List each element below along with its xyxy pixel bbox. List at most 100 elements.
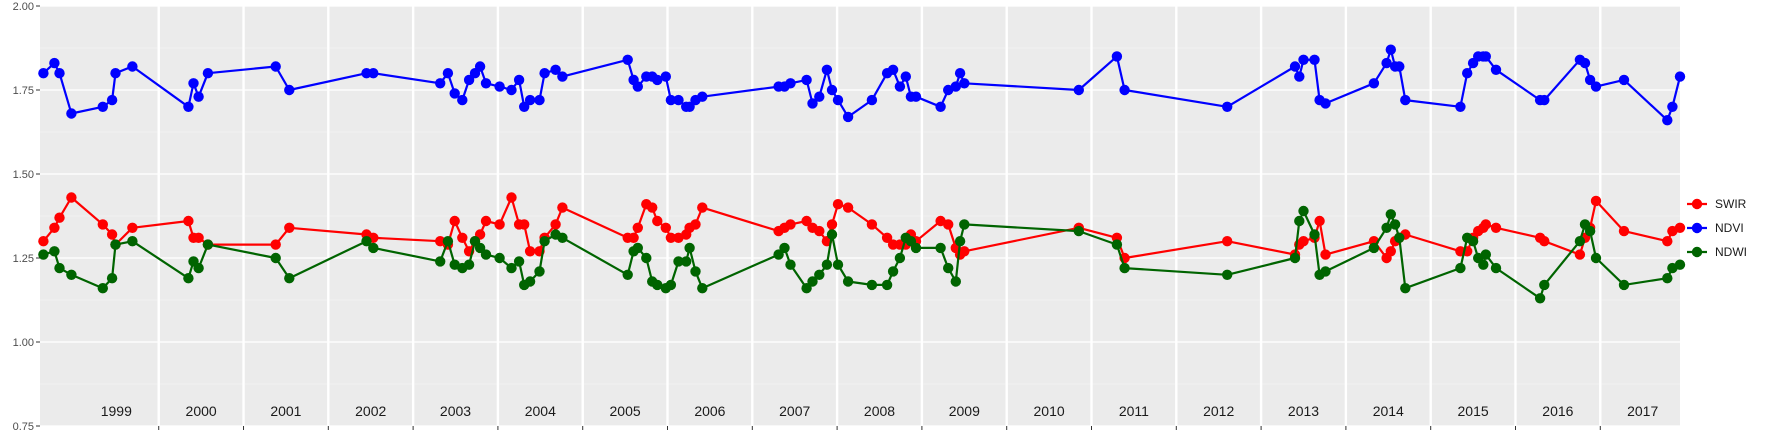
y-tick-label: 1.25 [13, 253, 34, 265]
swir-point [519, 219, 530, 230]
ndwi-point [54, 262, 65, 274]
ndvi-point [449, 88, 460, 99]
ndwi-point [950, 276, 961, 287]
ndwi-point [1381, 222, 1392, 233]
ndvi-point [494, 81, 505, 92]
ndwi-point [474, 242, 486, 254]
ndwi-point [1073, 225, 1085, 237]
legend-key-point [1691, 198, 1703, 210]
ndwi-point [435, 256, 446, 267]
ndvi-point [106, 94, 118, 106]
ndvi-point [652, 74, 663, 86]
ndvi-point [539, 68, 550, 79]
ndwi-point [49, 246, 60, 257]
ndwi-point [773, 249, 784, 260]
ndvi-point [480, 78, 492, 89]
ndwi-point [494, 252, 505, 264]
swir-point [193, 232, 204, 243]
swir-point [826, 219, 838, 230]
ndvi-point [183, 101, 194, 113]
year-label: 2004 [525, 403, 556, 419]
ndvi-point [887, 64, 899, 76]
ndwi-point [935, 242, 946, 254]
ndwi-point [779, 242, 790, 254]
year-label: 2006 [694, 403, 725, 419]
ndwi-point [632, 242, 643, 254]
year-label: 2009 [949, 403, 980, 419]
ndwi-point [38, 249, 49, 260]
ndwi-point [534, 266, 545, 277]
year-label: 2014 [1373, 403, 1404, 419]
ndwi-point [821, 259, 833, 270]
ndwi-point [1111, 239, 1123, 250]
ndvi-point [513, 74, 525, 86]
ndwi-point [97, 283, 109, 294]
ndwi-point [66, 269, 77, 280]
ndvi-point [665, 94, 677, 106]
year-label: 2013 [1288, 403, 1319, 419]
swir-point [1320, 249, 1331, 260]
swir-point [814, 225, 825, 237]
y-tick-label: 2.00 [13, 1, 34, 13]
ndvi-point [935, 101, 946, 113]
swir-point [127, 222, 138, 233]
ndvi-point [1667, 101, 1678, 113]
ndwi-point [1534, 293, 1546, 304]
ndwi-point [1574, 236, 1586, 247]
series-layer [38, 44, 1686, 304]
ndwi-point [690, 266, 701, 277]
ndwi-point [785, 259, 796, 270]
ndwi-point [894, 252, 906, 264]
ndvi-point [1073, 84, 1085, 96]
ndwi-point [127, 236, 138, 247]
ndwi-point [1119, 262, 1130, 274]
swir-point [480, 215, 492, 227]
ndwi-point [1539, 279, 1550, 291]
ndvi-point [842, 111, 854, 123]
ndvi-point [684, 101, 695, 113]
swir-point [801, 215, 812, 227]
ndvi-point [1368, 78, 1380, 89]
swir-point [785, 219, 796, 230]
ndvi-point [622, 54, 633, 65]
year-labels: 1999 2000 2001 2002 2003 2004 2005 2006 2007 2008… [101, 403, 1659, 419]
ndvi-point [202, 68, 214, 79]
ndvi-point [284, 84, 295, 96]
ndvi-point [1662, 115, 1673, 126]
ndwi-point [814, 269, 825, 280]
ndvi-point [1455, 101, 1466, 113]
ndwi-point [807, 276, 818, 287]
legend-label-swir: SWIR [1715, 197, 1747, 211]
ndwi-point [673, 256, 684, 267]
ndwi-point [1467, 236, 1479, 247]
ndvi-point [910, 91, 922, 102]
ndwi-point [193, 262, 204, 274]
swir-point [1222, 236, 1233, 247]
y-axis: 0.75 1.00 1.25 1.50 1.75 2.00 [13, 1, 1601, 433]
year-label: 2012 [1203, 403, 1234, 419]
ndvi-point [807, 98, 818, 109]
swir-point [494, 219, 505, 230]
swir-point [66, 192, 77, 203]
ndvi-point [457, 94, 468, 106]
ndvi-point [894, 81, 906, 92]
ndwi-point [866, 279, 878, 291]
ndvi-point [524, 94, 536, 106]
ndvi-point [1222, 101, 1233, 113]
swir-point [54, 212, 65, 223]
swir-point [881, 232, 893, 243]
year-label: 2007 [779, 403, 810, 419]
ndvi-point [826, 84, 838, 96]
legend-key-point [1691, 222, 1703, 234]
ndwi-point [463, 259, 475, 270]
ndwi-point [1478, 259, 1489, 270]
ndvi-point [1590, 81, 1602, 92]
ndvi-point [1480, 51, 1492, 62]
ndvi-point [1294, 71, 1305, 82]
ndwi-point [684, 242, 695, 254]
swir-point [97, 219, 109, 230]
swir-point [557, 202, 568, 213]
year-label: 2017 [1627, 403, 1658, 419]
ndvi-point [463, 74, 475, 86]
ndvi-point [632, 81, 643, 92]
